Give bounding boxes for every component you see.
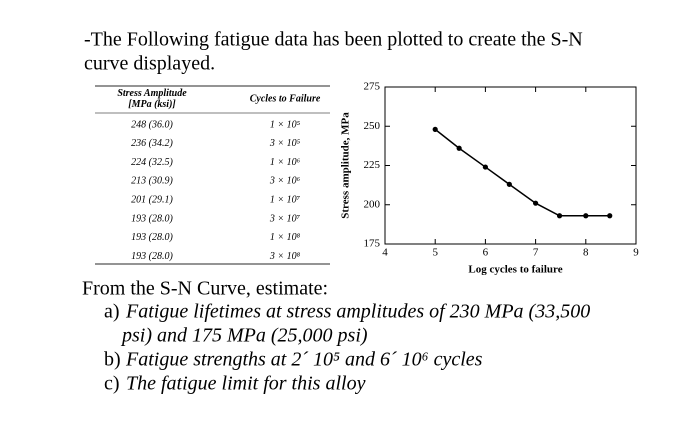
table-cell: 236 (34.2) bbox=[131, 138, 173, 149]
table-cell: 3 × 10⁵ bbox=[269, 138, 301, 149]
data-point bbox=[556, 213, 563, 219]
item-text: Fatigue strengths at 2´ 10⁵ and 6´ 10⁶ c… bbox=[125, 349, 483, 371]
item-text: psi) and 175 MPa (25,000 psi) bbox=[120, 325, 368, 347]
y-tick-label: 175 bbox=[364, 238, 381, 250]
intro-line: -The Following fatigue data has been plo… bbox=[84, 29, 583, 51]
data-point bbox=[533, 200, 539, 206]
y-tick-label: 275 bbox=[364, 81, 381, 93]
x-tick-label: 9 bbox=[633, 247, 639, 259]
question-heading: From the S-N Curve, estimate: bbox=[82, 278, 328, 300]
table-cell: 3 × 10⁷ bbox=[269, 213, 301, 224]
item-label: c) bbox=[104, 373, 120, 395]
table-cell: 193 (28.0) bbox=[131, 232, 173, 243]
table-cell: 1 × 10⁵ bbox=[270, 119, 301, 130]
data-point bbox=[583, 213, 589, 219]
table-cell: 3 × 10⁶ bbox=[269, 176, 301, 187]
data-point bbox=[456, 145, 462, 151]
table-cell: 248 (36.0) bbox=[131, 119, 173, 130]
item-label: b) bbox=[104, 349, 121, 371]
x-tick-label: 5 bbox=[432, 247, 438, 259]
table-header: Stress Amplitude bbox=[117, 88, 187, 99]
y-axis-label: Stress amplitude, MPa bbox=[340, 112, 352, 219]
data-point bbox=[506, 181, 512, 187]
table-cell: 1 × 10⁸ bbox=[270, 232, 301, 243]
item-label: a) bbox=[104, 301, 120, 323]
data-point bbox=[432, 126, 438, 132]
x-tick-label: 6 bbox=[483, 247, 489, 259]
plot-frame bbox=[384, 86, 637, 245]
y-tick-label: 250 bbox=[364, 120, 381, 132]
y-tick-label: 225 bbox=[364, 159, 381, 171]
item-text: Fatigue lifetimes at stress amplitudes o… bbox=[125, 301, 590, 323]
table-header: Cycles to Failure bbox=[250, 93, 321, 104]
data-point bbox=[482, 164, 488, 170]
y-tick-label: 200 bbox=[364, 198, 381, 210]
table-cell: 201 (29.1) bbox=[131, 194, 173, 205]
table-cell: 224 (32.5) bbox=[131, 157, 173, 168]
table-cell: 213 (30.9) bbox=[131, 176, 173, 187]
table-cell: 193 (28.0) bbox=[131, 251, 173, 262]
x-axis-label: Log cycles to failure bbox=[468, 264, 562, 276]
x-tick-label: 8 bbox=[583, 247, 589, 259]
table-cell: 1 × 10⁷ bbox=[270, 194, 301, 205]
table-cell: 193 (28.0) bbox=[131, 213, 173, 224]
table-header: [MPa (ksi)] bbox=[128, 99, 176, 110]
sn-curve bbox=[434, 128, 610, 217]
data-point bbox=[607, 213, 613, 219]
table-cell: 3 × 10⁸ bbox=[269, 251, 301, 262]
intro-line: curve displayed. bbox=[84, 53, 215, 75]
x-tick-label: 7 bbox=[533, 247, 539, 259]
item-text: The fatigue limit for this alloy bbox=[126, 373, 366, 395]
x-tick-label: 4 bbox=[382, 247, 388, 259]
table-cell: 1 × 10⁶ bbox=[270, 157, 301, 168]
